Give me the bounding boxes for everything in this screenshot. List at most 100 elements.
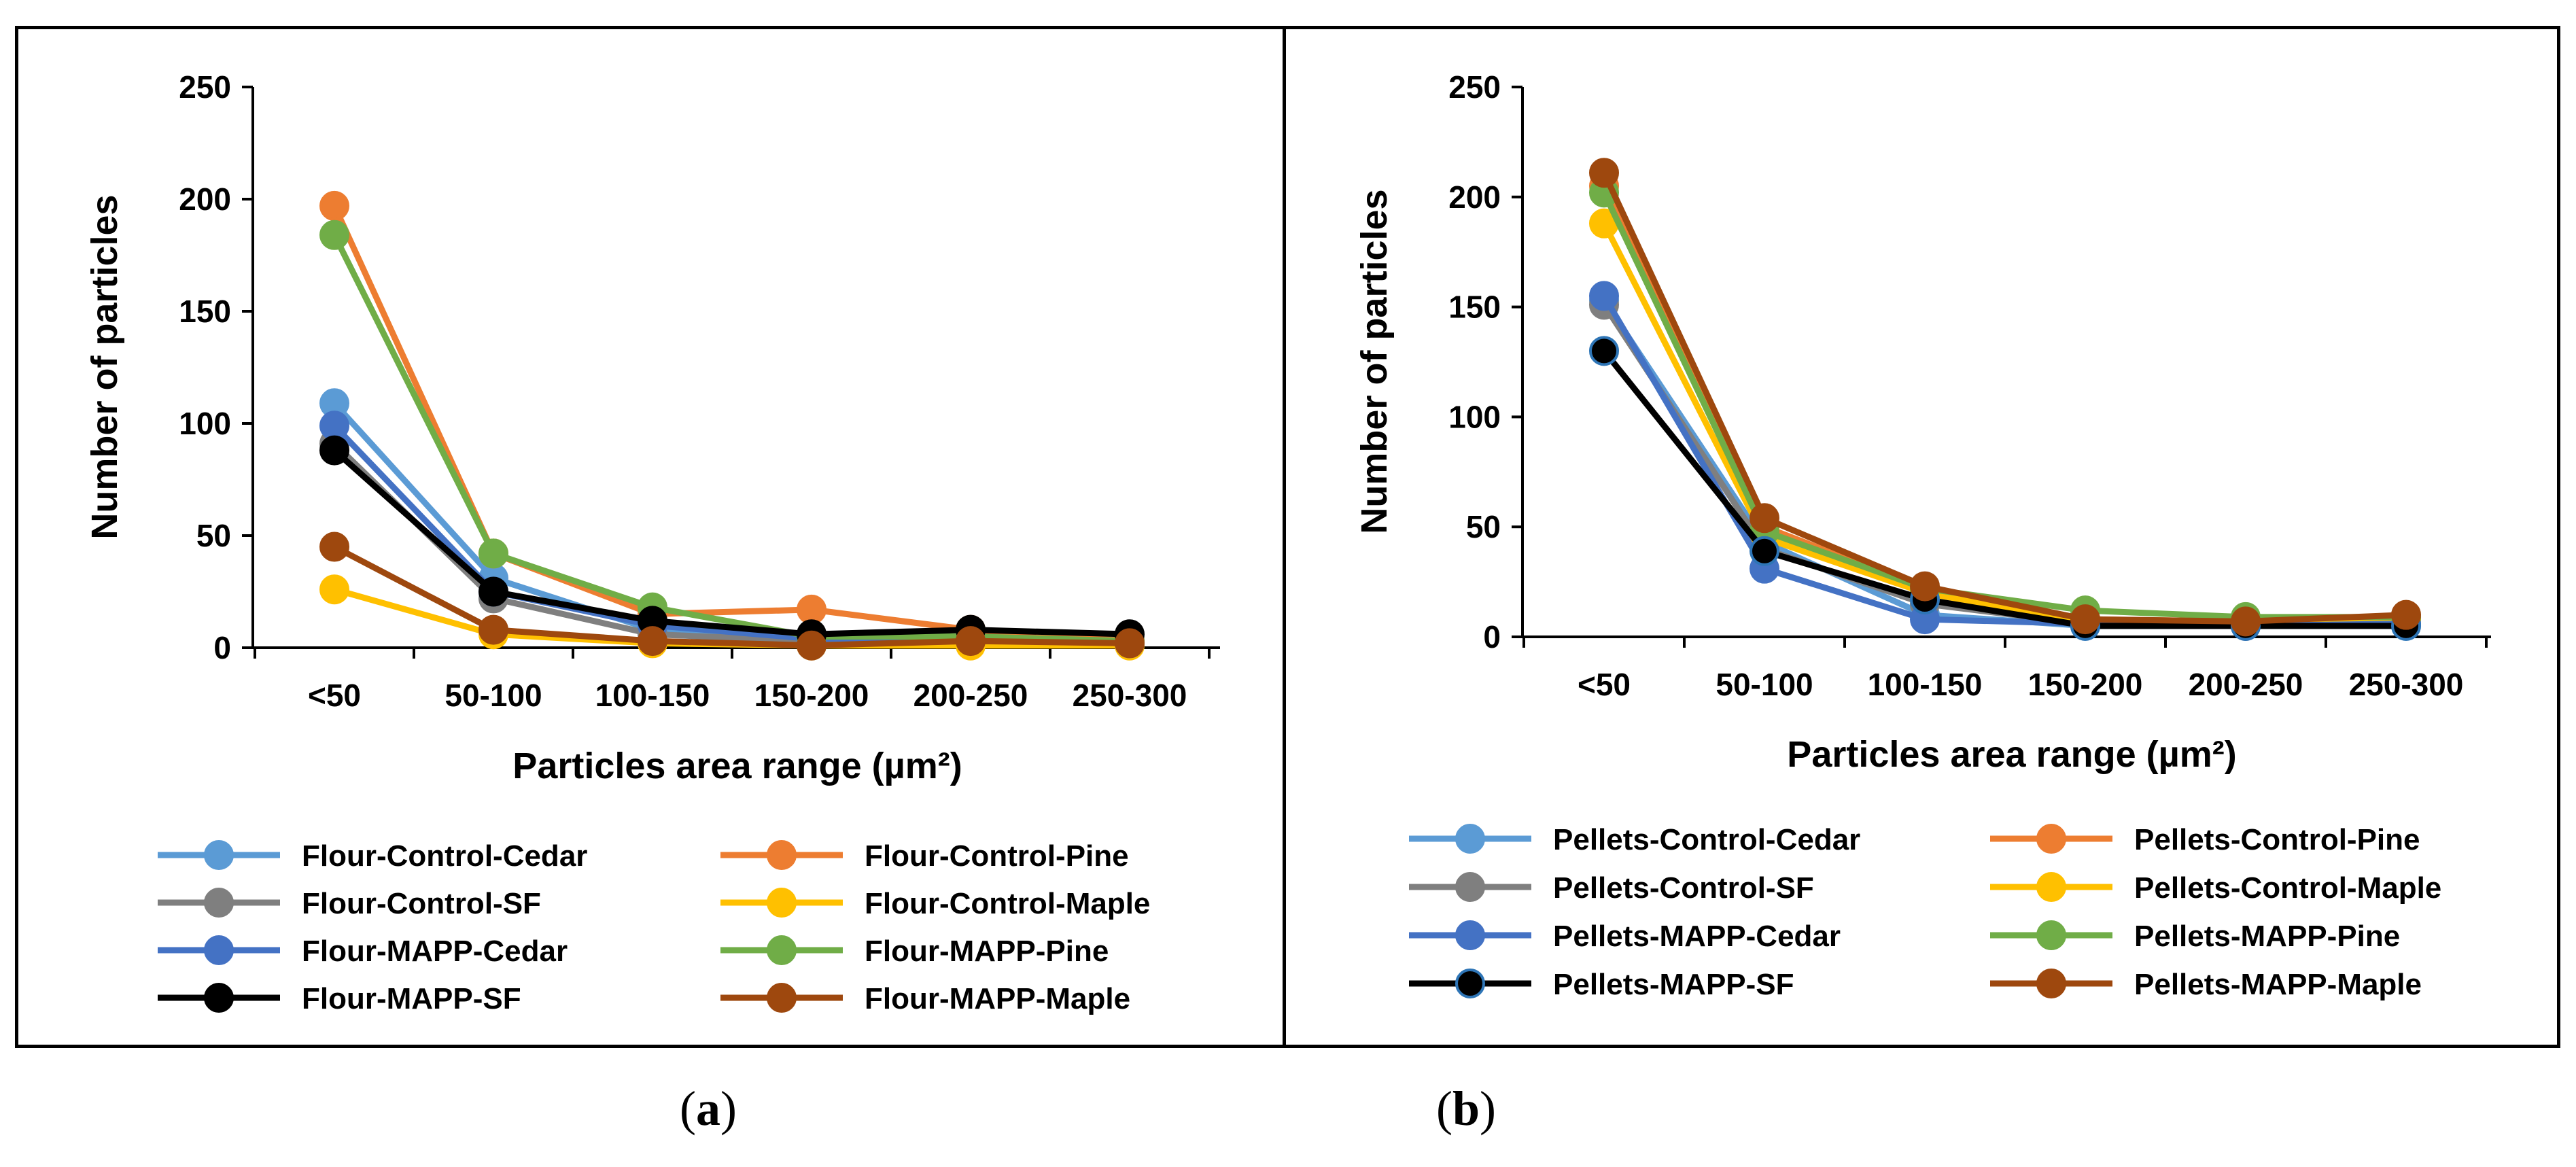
y-tick-label: 200 [179,181,231,217]
y-axis-title: Number of particles [1354,189,1395,534]
data-point [319,411,349,441]
legend-label: Pellets-MAPP-SF [1553,968,1794,1001]
y-tick-label: 100 [179,406,231,441]
legend-item: Pellets-MAPP-Pine [1990,920,2400,953]
series-Flour-MAPP-Maple [319,532,1145,661]
data-point [1750,503,1779,534]
panel-label-a: (a) [680,1081,737,1136]
legend-marker [1455,872,1485,902]
data-point [319,435,349,466]
y-tick-label: 250 [179,69,231,105]
series-Pellets-MAPP-Maple [1589,158,2421,637]
legend-item: Flour-Control-Maple [720,887,1150,920]
legend-label: Pellets-Control-SF [1553,871,1814,905]
x-axis-title: Particles area range (µm²) [1787,734,2236,775]
x-tick-label: 50-100 [445,678,542,713]
chart-panel-b-frame [1283,26,2560,1048]
data-point [1115,628,1145,659]
x-tick-label: 50-100 [1716,667,1813,702]
series-line [331,203,1133,644]
legend-marker [204,983,234,1013]
series-Flour-MAPP-Pine [319,220,1145,657]
legend-marker [767,935,797,965]
legend-item: Flour-MAPP-Cedar [158,935,568,968]
legend-marker [1455,920,1485,950]
series-line [331,447,1133,638]
legend-item: Flour-Control-Cedar [158,839,587,873]
legend-item: Pellets-MAPP-Maple [1990,968,2422,1001]
data-point [1589,158,1619,188]
data-point [319,190,349,221]
series-line [1601,169,2409,625]
data-point [797,630,826,661]
legend-item: Flour-MAPP-Maple [720,982,1130,1015]
legend-item: Flour-Control-Pine [720,839,1129,873]
legend-label: Pellets-Control-Cedar [1553,823,1860,856]
legend-marker [204,840,234,870]
legend-marker [1455,969,1485,998]
series-Pellets-MAPP-SF [1589,336,2421,641]
legend-label: Flour-MAPP-Pine [865,935,1109,968]
series-Flour-Control-Pine [319,190,1145,657]
x-tick-label: 250-300 [1073,678,1187,713]
series-line [331,232,1133,644]
legend-item: Pellets-MAPP-Cedar [1409,920,1841,953]
legend-marker [2036,872,2066,902]
legend-item: Pellets-Control-Maple [1990,871,2441,905]
y-tick-label: 150 [1448,290,1501,325]
data-point [319,532,349,562]
legend-item: Flour-MAPP-SF [158,982,521,1015]
data-point [1750,536,1779,566]
y-tick-label: 0 [1483,619,1501,655]
series-line [1601,220,2409,627]
data-point [638,626,667,657]
legend-label: Flour-MAPP-Cedar [302,935,568,968]
legend-label: Pellets-MAPP-Maple [2134,968,2422,1001]
series-Pellets-MAPP-Cedar [1589,281,2421,641]
y-tick-label: 200 [1448,179,1501,215]
y-tick-label: 150 [179,294,231,329]
legend-label: Flour-MAPP-Maple [865,982,1130,1015]
legend-label: Flour-Control-SF [302,887,541,920]
legend-item: Flour-Control-SF [158,887,541,920]
legend-marker [767,840,797,870]
legend-marker [767,983,797,1013]
legend-marker [204,888,234,918]
series-line [1601,183,2409,625]
legend-label: Flour-MAPP-SF [302,982,521,1015]
data-point [797,594,826,625]
y-axis-title: Number of particles [84,194,125,539]
data-point [478,576,508,607]
legend-marker [767,888,797,918]
legend-label: Pellets-MAPP-Pine [2134,920,2400,953]
y-tick-label: 250 [1448,69,1501,105]
x-tick-label: 200-250 [2189,667,2303,702]
x-tick-label: <50 [308,678,361,713]
legend-label: Pellets-Control-Maple [2134,871,2441,905]
x-tick-label: 150-200 [2028,667,2143,702]
legend-item: Pellets-MAPP-SF [1409,968,1794,1001]
legend-marker [2036,920,2066,950]
legend-marker [2036,824,2066,854]
data-point [1910,571,1940,602]
series-line [1601,347,2409,629]
x-tick-label: 200-250 [913,678,1028,713]
data-point [1589,336,1619,366]
chart-a: 0 50 100 150 200 250 <50 50-100 100-150 150-200 20… [84,69,1220,1015]
legend-label: Flour-Control-Cedar [302,839,587,873]
legend-label: Pellets-MAPP-Cedar [1553,920,1841,953]
series-Flour-Control-Cedar [319,388,1145,659]
series-line [331,544,1133,649]
data-point [956,626,986,657]
legend-marker [2036,969,2066,998]
y-tick-label: 50 [196,518,231,553]
legend-item: Pellets-Control-SF [1409,871,1814,905]
x-tick-label: <50 [1578,667,1631,702]
data-point [1589,281,1619,311]
data-point [2231,606,2261,637]
data-point [319,574,349,605]
legend-label: Pellets-Control-Pine [2134,823,2420,856]
data-point [319,220,349,250]
x-tick-label: 150-200 [754,678,869,713]
